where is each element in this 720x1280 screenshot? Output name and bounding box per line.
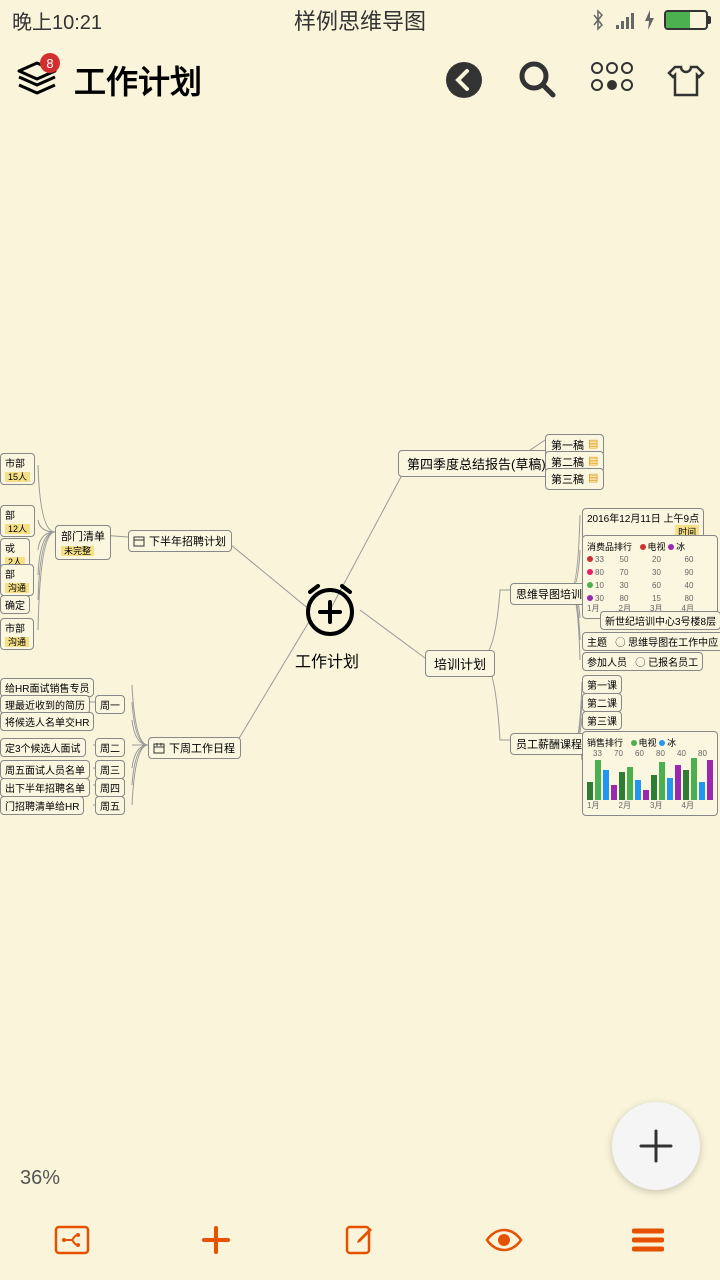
plus-icon (200, 1224, 232, 1256)
node-salary-class[interactable]: 员工薪酬课程 (510, 733, 588, 755)
shirt-button[interactable] (664, 58, 708, 102)
signal-icon (614, 11, 636, 29)
mindmap-canvas[interactable]: 工作计划 第四季度总结报告(草稿) 第一稿▤ 第二稿▤ 第三稿▤ 部门清单未完整… (0, 120, 720, 1200)
plus-icon (636, 1126, 676, 1166)
node-location[interactable]: 新世纪培训中心3号楼8层 (600, 611, 720, 630)
btn-menu[interactable] (628, 1220, 668, 1260)
app-bar: 8 工作计划 (0, 40, 720, 120)
node-day3[interactable]: 周三 (95, 760, 125, 779)
eye-icon (485, 1227, 523, 1253)
branch-icon (54, 1225, 90, 1255)
status-title: 样例思维导图 (294, 4, 426, 36)
back-arrow-icon (443, 59, 485, 101)
btn-branch[interactable] (52, 1220, 92, 1260)
node-dept-list[interactable]: 部门清单未完整 (55, 525, 111, 560)
btn-add[interactable] (196, 1220, 236, 1260)
shirt-icon (665, 59, 707, 101)
node-next-week[interactable]: 下周工作日程 (148, 737, 241, 759)
status-bar: 晚上10:21 样例思维导图 (0, 0, 720, 40)
center-node-label: 工作计划 (295, 648, 359, 672)
status-icons (590, 9, 708, 31)
btn-view[interactable] (484, 1220, 524, 1260)
node-dept1[interactable]: 市部15人 (0, 453, 35, 485)
node-dept4[interactable]: 部沟通 (0, 564, 34, 596)
alarm-add-icon (300, 580, 360, 640)
battery-icon (664, 10, 708, 30)
dots-grid-icon (590, 61, 634, 99)
app-logo[interactable]: 8 (12, 55, 62, 105)
bottom-toolbar (0, 1200, 720, 1280)
node-task4[interactable]: 定3个候选人面试 (0, 738, 86, 757)
fab-add[interactable] (612, 1102, 700, 1190)
node-task7[interactable]: 门招聘清单给HR (0, 796, 84, 815)
status-time: 晚上10:21 (12, 6, 102, 35)
node-day5[interactable]: 周五 (95, 796, 125, 815)
calendar-icon (153, 742, 165, 754)
node-task5[interactable]: 周五面试人员名单 (0, 760, 90, 779)
edit-icon (344, 1224, 376, 1256)
btn-edit[interactable] (340, 1220, 380, 1260)
node-dept2[interactable]: 部12人 (0, 505, 35, 537)
node-h2-recruit[interactable]: 下半年招聘计划 (128, 530, 232, 552)
search-button[interactable] (516, 58, 560, 102)
node-class1[interactable]: 第一课 (582, 675, 622, 694)
node-q4-report[interactable]: 第四季度总结报告(草稿) (398, 450, 555, 477)
node-class3[interactable]: 第三课 (582, 711, 622, 730)
node-task3[interactable]: 将候选人名单交HR (0, 712, 94, 731)
center-node-icon[interactable] (300, 580, 360, 640)
chart-consumption-rank[interactable]: 消费品排行 电视 冰 33502060 80703090 10306040 30… (582, 535, 718, 619)
node-class2[interactable]: 第二课 (582, 693, 622, 712)
node-draft3[interactable]: 第三稿▤ (545, 468, 604, 490)
node-day2[interactable]: 周二 (95, 738, 125, 757)
doc-icon: ▤ (588, 471, 598, 487)
charge-icon (644, 10, 656, 30)
node-mind-training[interactable]: 思维导图培训 (510, 583, 588, 605)
zoom-level: 36% (20, 1167, 60, 1190)
search-icon (517, 59, 559, 101)
app-title: 工作计划 (74, 57, 430, 103)
node-participants[interactable]: 参加人员 ◯ 已报名员工 (582, 652, 703, 671)
back-button[interactable] (442, 58, 486, 102)
node-dept6[interactable]: 市部沟通 (0, 618, 34, 650)
node-topic[interactable]: 主题 ◯ 思维导图在工作中应 (582, 632, 720, 651)
notification-badge: 8 (40, 53, 60, 73)
menu-icon (632, 1227, 664, 1253)
sales-bars (587, 760, 713, 800)
node-train-plan[interactable]: 培训计划 (425, 650, 495, 677)
grid-button[interactable] (590, 58, 634, 102)
node-task6[interactable]: 出下半年招聘名单 (0, 778, 90, 797)
chart-sales-rank[interactable]: 销售排行 电视 冰 337060804080 1月2月3月4月 (582, 731, 718, 816)
node-dept5[interactable]: 确定 (0, 595, 30, 614)
node-day4[interactable]: 周四 (95, 778, 125, 797)
bluetooth-icon (590, 9, 606, 31)
node-day1[interactable]: 周一 (95, 695, 125, 714)
calendar-icon (133, 535, 145, 547)
